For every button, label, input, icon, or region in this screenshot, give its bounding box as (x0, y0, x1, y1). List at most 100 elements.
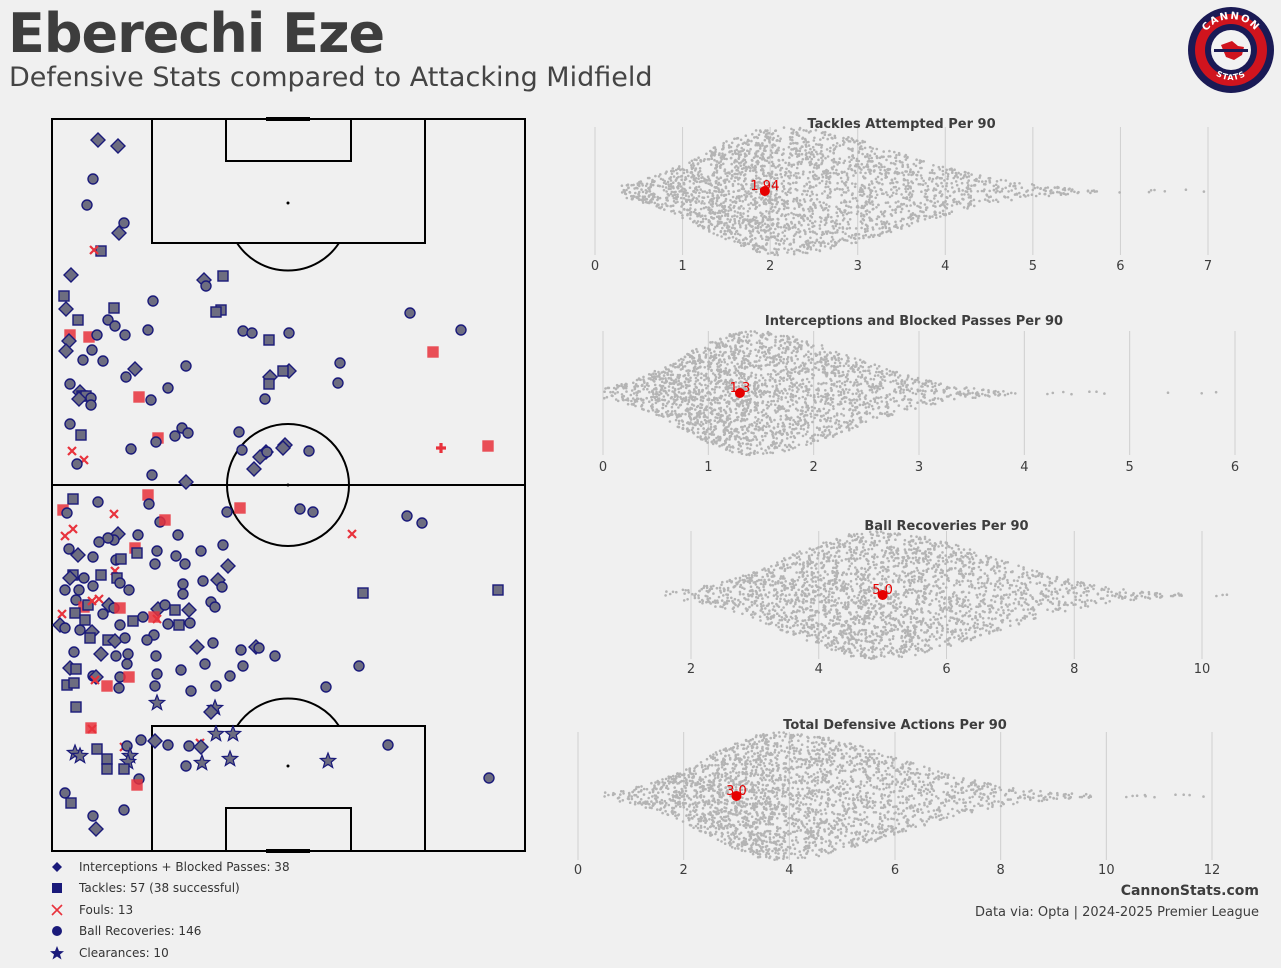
swarm-dot (845, 212, 849, 216)
swarm-dot (870, 233, 873, 237)
swarm-dot (835, 219, 838, 222)
swarm-dot (667, 389, 671, 392)
swarm-dot (840, 412, 843, 416)
swarm-dot (725, 157, 728, 161)
swarm-dot (665, 190, 668, 193)
swarm-dot (953, 175, 957, 178)
swarm-dot (741, 339, 744, 343)
swarm-dot (878, 181, 881, 185)
swarm-dot (962, 206, 966, 209)
swarm-dot (905, 222, 909, 226)
swarm-dot (686, 213, 689, 217)
swarm-dot (821, 347, 824, 350)
swarm-dot (718, 342, 721, 346)
swarm-dot (819, 236, 823, 240)
swarm-dot (778, 382, 782, 386)
swarm-dot (841, 230, 845, 234)
swarm-dot (756, 143, 759, 147)
swarm-dot (674, 418, 678, 422)
swarm-dot (879, 384, 882, 388)
swarm-dot (774, 338, 777, 342)
swarm-dot (806, 189, 809, 193)
swarm-dot (793, 362, 796, 365)
swarm-dot (808, 209, 811, 213)
swarm-dot (713, 379, 717, 382)
swarm-dot (889, 213, 893, 216)
swarm-dot (776, 224, 779, 228)
circle-marker (221, 506, 233, 518)
swarm-dot (690, 428, 694, 432)
swarm-dot (791, 403, 795, 406)
swarm-dot (952, 200, 956, 204)
swarm-dot (964, 171, 967, 174)
circle-marker (132, 529, 144, 541)
swarm-dot (637, 193, 640, 196)
swarm-dot (823, 245, 827, 248)
swarm-dot (637, 397, 640, 401)
swarm-dot (641, 201, 645, 204)
swarm-dot (938, 168, 942, 171)
swarm-dot (869, 377, 873, 381)
swarm-dot (746, 210, 750, 213)
swarm-dot (734, 176, 737, 179)
swarm-dot (829, 419, 832, 423)
swarm-dot (831, 225, 835, 228)
swarm-dot (922, 160, 925, 163)
swarm-dot (734, 332, 738, 336)
swarm-dot (824, 402, 827, 406)
swarm-dot (801, 382, 805, 386)
swarm-dot (692, 174, 696, 178)
diamond-marker (181, 602, 197, 618)
circle-marker (150, 650, 162, 662)
swarm-dot (896, 181, 899, 184)
swarm-dot (830, 136, 833, 140)
swarm-dot (669, 363, 672, 367)
circle-marker (114, 577, 126, 589)
swarm-dot (754, 364, 758, 368)
swarm-dot (854, 182, 857, 186)
swarm-dot (775, 173, 779, 177)
square-marker (72, 314, 84, 326)
swarm-dot (745, 428, 749, 432)
swarm-dot (757, 390, 761, 393)
swarm-dot (651, 403, 654, 406)
square-marker (263, 334, 275, 346)
swarm-dot (802, 219, 806, 222)
swarm-dot (931, 177, 935, 181)
swarm-dot (767, 218, 770, 221)
swarm-dot (802, 243, 806, 247)
swarm-dot (670, 210, 673, 213)
swarm-dot (781, 351, 784, 354)
swarm-dot (644, 184, 648, 188)
swarm-dot (954, 180, 958, 183)
swarm-dot (845, 396, 848, 399)
swarm-dot (868, 411, 872, 415)
swarm-dot (776, 177, 779, 180)
swarm-dot (908, 198, 911, 202)
x-marker (90, 675, 100, 685)
swarm-dot (773, 235, 776, 239)
swarm-dot (724, 214, 727, 217)
swarm-dot (902, 397, 906, 401)
swarm-dot (730, 162, 733, 166)
swarm-dot (758, 359, 761, 362)
swarm-dot (1014, 392, 1017, 395)
swarm-dot (721, 344, 725, 348)
swarm-dot (688, 360, 692, 364)
swarm-dot (827, 133, 831, 137)
swarm-dot (1214, 390, 1218, 394)
swarm-dot (754, 425, 758, 428)
swarm-dot (875, 367, 879, 370)
swarm-dot (749, 201, 753, 205)
circle-marker (246, 327, 258, 339)
swarm-dot (776, 354, 780, 357)
swarm-dot (843, 183, 847, 186)
swarm-dot (880, 165, 884, 169)
swarm-dot (767, 224, 770, 228)
swarm-dot (775, 358, 778, 361)
swarm-dot (916, 389, 920, 393)
swarm-dot (708, 365, 712, 369)
star-marker (318, 751, 338, 769)
swarm-dot (817, 395, 820, 399)
swarm-dot (900, 380, 904, 383)
